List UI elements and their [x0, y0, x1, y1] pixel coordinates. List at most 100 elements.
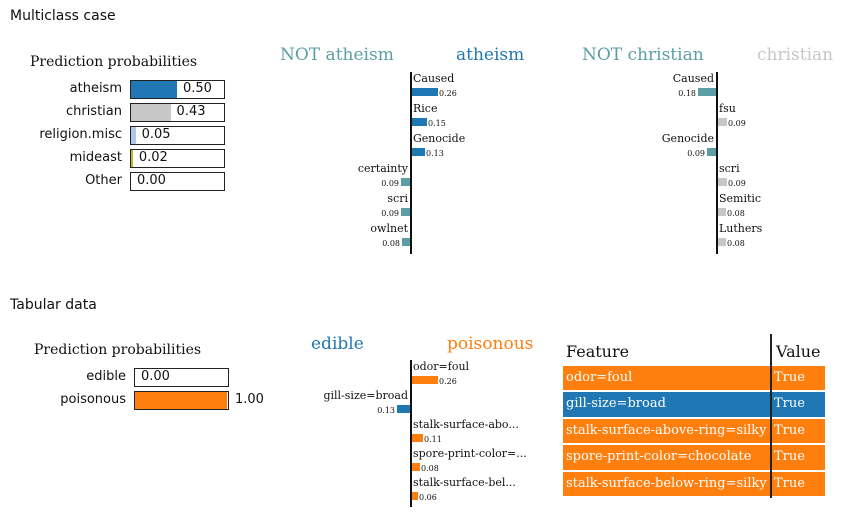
prob-bar-fill — [135, 392, 227, 409]
prob-label-christian: christian — [65, 104, 122, 119]
prob-value-label: 0.05 — [141, 127, 171, 142]
feature-label-genocide: Genocide — [413, 132, 466, 145]
feature-bar-owlnet — [402, 238, 410, 246]
prob-bar-box — [134, 368, 229, 387]
feature-bar-scri — [717, 178, 727, 186]
table-row: stalk-surface-above-ring=silky True — [563, 418, 825, 444]
feature-value-odor-foul: 0.26 — [439, 377, 457, 386]
prob-label-religion-misc: religion.misc — [39, 127, 122, 142]
prob-value-label: 0.50 — [183, 81, 212, 96]
feature-bar-spore-print-color- — [411, 463, 420, 471]
prob-bar-box — [130, 149, 225, 168]
section-title-tabular: Tabular data — [10, 297, 97, 313]
prob-label-other: Other — [85, 173, 122, 188]
explanation-axis — [410, 360, 412, 507]
class-header-not-atheism: NOT atheism — [280, 45, 394, 65]
feature-label-caused: Caused — [413, 72, 455, 85]
prediction-probabilities-title: Prediction probabilities — [30, 54, 198, 70]
feature-value-table: Feature Value odor=foul True gill-size=bro… — [563, 334, 825, 498]
table-row: stalk-surface-below-ring=silky True — [563, 471, 825, 496]
feature-bar-rice — [411, 118, 427, 126]
feature-bar-scri — [401, 208, 410, 216]
prob-value-label: 1.00 — [235, 392, 264, 407]
prob-label-edible: edible — [86, 369, 126, 384]
table-row-divider — [770, 418, 772, 444]
table-cell-value: True — [774, 449, 805, 465]
feature-label-luthers: Luthers — [719, 222, 763, 235]
prob-label-atheism: atheism — [69, 81, 122, 96]
table-body: odor=foul True gill-size=broad True stalk-su… — [563, 366, 825, 498]
prob-value-label: 0.43 — [176, 104, 206, 119]
class-header-not-christian: NOT christian — [582, 45, 704, 65]
feature-bar-fsu — [717, 118, 727, 126]
table-cell-feature-stalk-surface-below-ring-silky: stalk-surface-below-ring=silky — [566, 475, 767, 491]
prediction-probabilities-chart: atheism 0.50 christian 0.43 religion.misc 0.0… — [0, 80, 260, 195]
feature-label-owlnet: owlnet — [370, 222, 408, 235]
prob-bar-fill — [131, 150, 133, 167]
table-cell-feature-odor-foul: odor=foul — [566, 370, 633, 385]
explanation-chart-tabular: odor=foul 0.26 gill-size=broad 0.13 stalk-su… — [300, 360, 540, 510]
prob-label-mideast: mideast — [69, 150, 122, 165]
table-row: spore-print-color=chocolate True — [563, 445, 825, 470]
table-cell-value: True — [774, 422, 805, 438]
feature-value-luthers: 0.08 — [727, 239, 745, 248]
feature-value-scri: 0.09 — [728, 179, 746, 188]
feature-value-gill-size-broad: 0.13 — [377, 406, 395, 415]
feature-value-scri: 0.09 — [381, 209, 399, 218]
feature-bar-odor-foul — [411, 376, 438, 384]
feature-bar-gill-size-broad — [397, 405, 410, 413]
feature-value-spore-print-color-: 0.08 — [421, 464, 439, 473]
table-header-feature: Feature — [566, 342, 630, 361]
feature-bar-caused — [698, 88, 716, 96]
table-row: gill-size=broad True — [563, 392, 825, 417]
class-header-christian: christian — [757, 45, 834, 65]
table-cell-feature-stalk-surface-above-ring-silky: stalk-surface-above-ring=silky — [566, 422, 767, 438]
feature-label-caused: Caused — [672, 72, 714, 85]
feature-bar-stalk-surface-bel- — [411, 492, 418, 500]
feature-value-rice: 0.15 — [428, 119, 446, 128]
prob-bar-box — [130, 126, 225, 145]
prob-value-label: 0.00 — [141, 369, 170, 384]
prob-label-poisonous: poisonous — [60, 392, 126, 407]
table-header-value: Value — [776, 342, 821, 361]
prob-bar-box — [130, 103, 225, 122]
feature-label-odor-foul: odor=foul — [413, 360, 470, 373]
section-title-multiclass: Multiclass case — [10, 8, 116, 24]
table-row: odor=foul True — [563, 366, 825, 391]
tabular-prediction-probabilities-title: Prediction probabilities — [34, 342, 202, 358]
class-header-poisonous: poisonous — [447, 334, 534, 354]
feature-value-owlnet: 0.08 — [382, 239, 400, 248]
class-header-atheism: atheism — [456, 45, 525, 65]
feature-label-stalk-surface-abo-: stalk-surface-abo... — [413, 418, 519, 431]
feature-label-fsu: fsu — [719, 102, 736, 115]
table-cell-value: True — [774, 396, 805, 412]
table-row-divider — [770, 471, 772, 496]
feature-label-scri: scri — [719, 162, 740, 175]
feature-bar-certainty — [401, 178, 410, 186]
tabular-prediction-probabilities-chart: edible 0.00 poisonous 1.00 — [0, 368, 300, 418]
prob-bar-box — [130, 172, 225, 191]
feature-bar-stalk-surface-abo- — [411, 434, 423, 442]
feature-value-semitic: 0.08 — [727, 209, 745, 218]
feature-bar-genocide — [411, 148, 425, 156]
feature-label-certainty: certainty — [357, 162, 408, 175]
feature-value-stalk-surface-bel-: 0.06 — [419, 493, 437, 502]
explanation-chart-christian: Caused 0.18 fsu 0.09 Genocide 0.09 scri 0.09 Sem… — [600, 72, 840, 254]
prob-bar-fill — [131, 127, 136, 144]
prob-bar-fill — [131, 104, 171, 121]
prob-value-label: 0.02 — [138, 150, 168, 165]
table-row-divider — [770, 366, 772, 391]
table-row-divider — [770, 445, 772, 470]
explanation-axis — [410, 72, 412, 254]
feature-label-semitic: Semitic — [719, 192, 762, 205]
prob-value-label: 0.00 — [137, 173, 166, 188]
feature-bar-genocide — [707, 148, 716, 156]
feature-value-fsu: 0.09 — [728, 119, 746, 128]
prob-bar-box — [134, 391, 229, 410]
table-cell-feature-gill-size-broad: gill-size=broad — [566, 396, 666, 412]
feature-value-stalk-surface-abo-: 0.11 — [424, 435, 442, 444]
feature-label-rice: Rice — [413, 102, 438, 115]
feature-label-genocide: Genocide — [661, 132, 714, 145]
feature-bar-caused — [411, 88, 438, 96]
feature-value-caused: 0.18 — [678, 89, 696, 98]
